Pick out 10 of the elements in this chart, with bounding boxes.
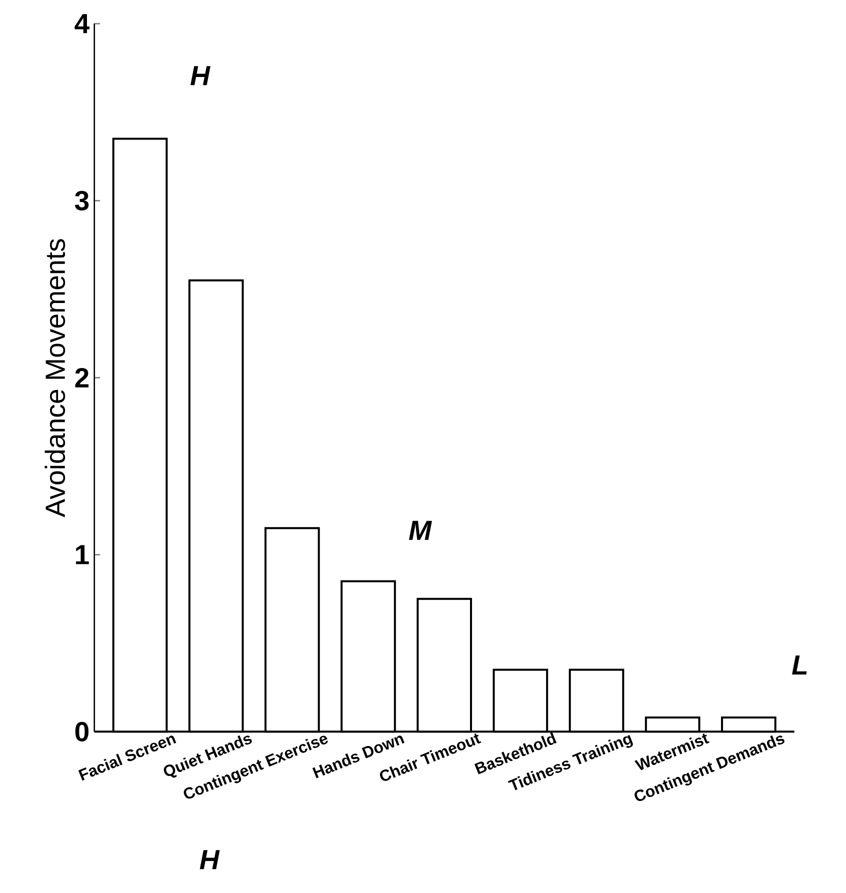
text: H	[200, 850, 220, 870]
annotation: M	[408, 520, 432, 540]
annotation: H	[190, 66, 210, 86]
y-tick-label: 0	[75, 722, 88, 742]
y-tick-label: 1	[76, 545, 89, 564]
y-axis-title: Avoidance Movements	[44, 239, 66, 518]
annotation: L	[792, 655, 807, 675]
y-tick-label: 3	[74, 190, 89, 210]
y-tick-label: 2	[75, 368, 89, 388]
y-tick-label: 4	[74, 14, 90, 34]
